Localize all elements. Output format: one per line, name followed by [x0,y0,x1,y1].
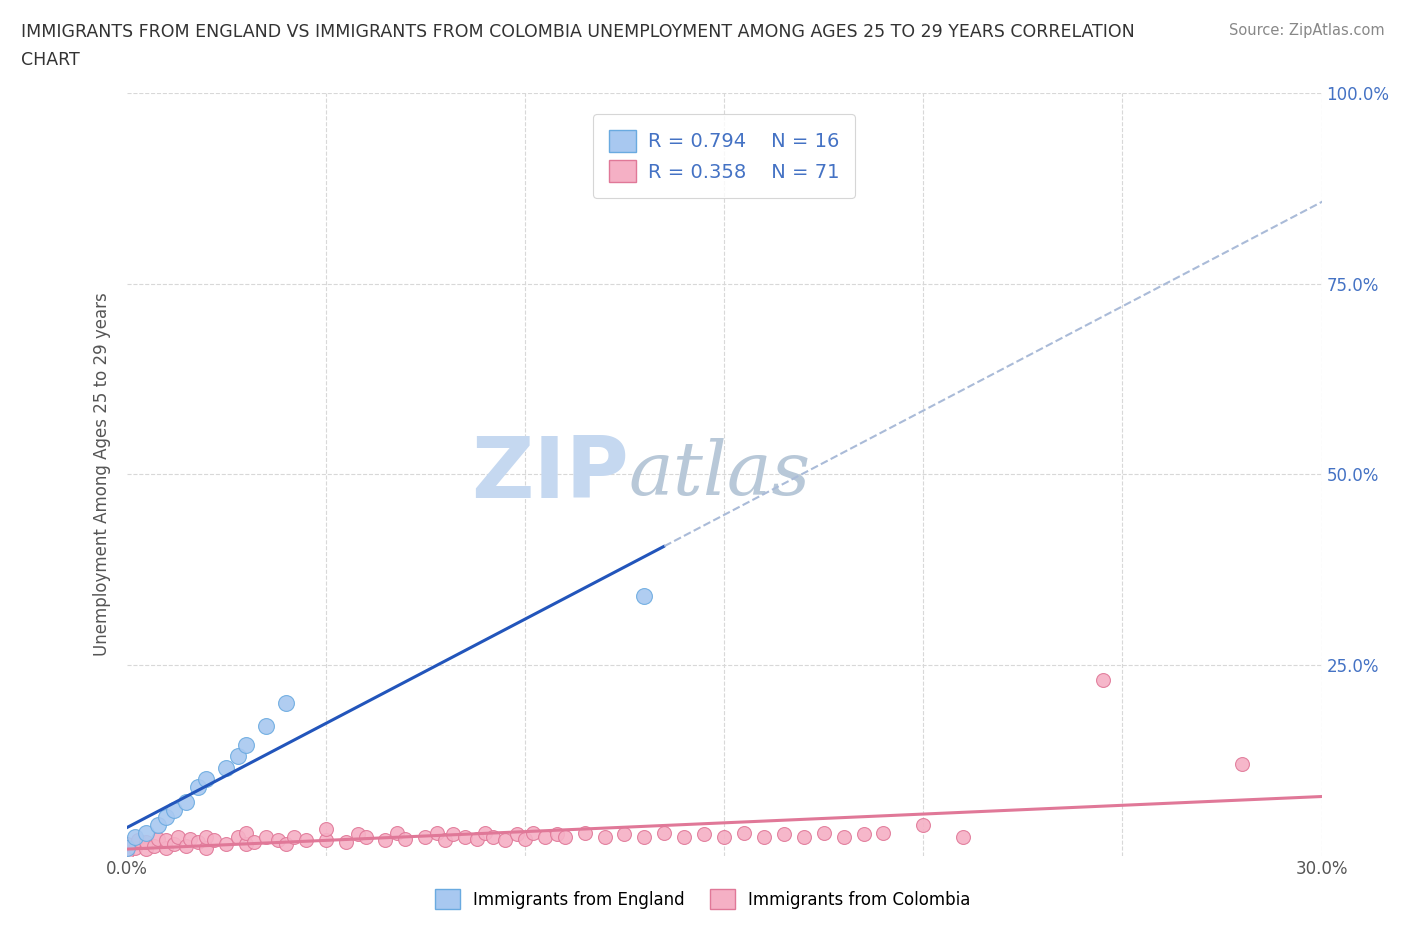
Point [235,837,257,852]
Point [652,825,675,840]
Point [215,837,238,852]
Point [135,834,157,849]
Point [354,830,377,844]
Point [713,830,735,844]
Point [793,830,815,844]
Point [315,833,337,848]
Text: atlas: atlas [628,438,811,511]
Point [394,831,416,846]
Point [522,825,544,840]
Point [115,841,138,856]
Point [195,841,218,856]
Point [374,833,396,848]
Point [155,810,177,825]
Text: ZIP: ZIP [471,432,628,516]
Point [124,830,146,844]
Point [283,830,305,844]
Point [554,830,576,844]
Point [155,833,177,848]
Point [752,830,775,844]
Point [267,833,290,848]
Point [1230,757,1253,772]
Point [127,833,149,848]
Point [235,825,257,840]
Point [593,830,616,844]
Point [413,830,436,844]
Point [482,830,505,844]
Point [494,833,516,848]
Point [872,825,894,840]
Point [346,827,368,842]
Point [243,834,266,849]
Point [693,827,716,842]
Point [533,830,555,844]
Point [574,825,596,840]
Text: Source: ZipAtlas.com: Source: ZipAtlas.com [1229,23,1385,38]
Point [832,830,855,844]
Point [174,795,197,810]
Text: IMMIGRANTS FROM ENGLAND VS IMMIGRANTS FROM COLOMBIA UNEMPLOYMENT AMONG AGES 25 T: IMMIGRANTS FROM ENGLAND VS IMMIGRANTS FR… [21,23,1135,41]
Point [474,825,496,840]
Point [155,841,177,856]
Point [115,844,138,859]
Point [254,719,277,734]
Point [633,830,655,844]
Point [148,817,170,832]
Point [673,830,696,844]
Point [454,830,477,844]
Point [513,831,536,846]
Point [215,761,238,776]
Point [294,833,316,848]
Point [335,834,357,849]
Point [226,830,249,844]
Point [773,827,796,842]
Point [546,827,568,842]
Legend: R = 0.794    N = 16, R = 0.358    N = 71: R = 0.794 N = 16, R = 0.358 N = 71 [593,114,855,198]
Point [202,833,225,848]
Point [115,837,138,852]
Point [195,772,218,787]
Text: CHART: CHART [21,51,80,69]
Point [187,779,209,794]
Point [226,749,249,764]
Point [135,825,157,840]
Point [187,834,209,849]
Point [163,803,186,817]
Point [274,696,297,711]
Point [852,827,875,842]
Point [143,839,166,854]
Y-axis label: Unemployment Among Ages 25 to 29 years: Unemployment Among Ages 25 to 29 years [93,292,111,657]
Point [135,842,157,857]
Point [633,589,655,604]
Point [465,831,488,846]
Point [506,827,529,842]
Point [441,827,464,842]
Point [434,833,457,848]
Point [387,825,409,840]
Point [148,831,170,846]
Point [124,841,146,856]
Point [1091,672,1114,687]
Point [235,737,257,752]
Point [813,825,835,840]
Point [613,827,636,842]
Point [426,825,449,840]
Point [163,837,186,852]
Point [195,830,218,844]
Point [254,830,277,844]
Point [179,831,201,846]
Point [952,830,974,844]
Point [733,825,755,840]
Point [912,817,935,832]
Point [174,839,197,854]
Point [274,837,297,852]
Legend: Immigrants from England, Immigrants from Colombia: Immigrants from England, Immigrants from… [427,881,979,917]
Point [315,821,337,836]
Point [167,830,190,844]
